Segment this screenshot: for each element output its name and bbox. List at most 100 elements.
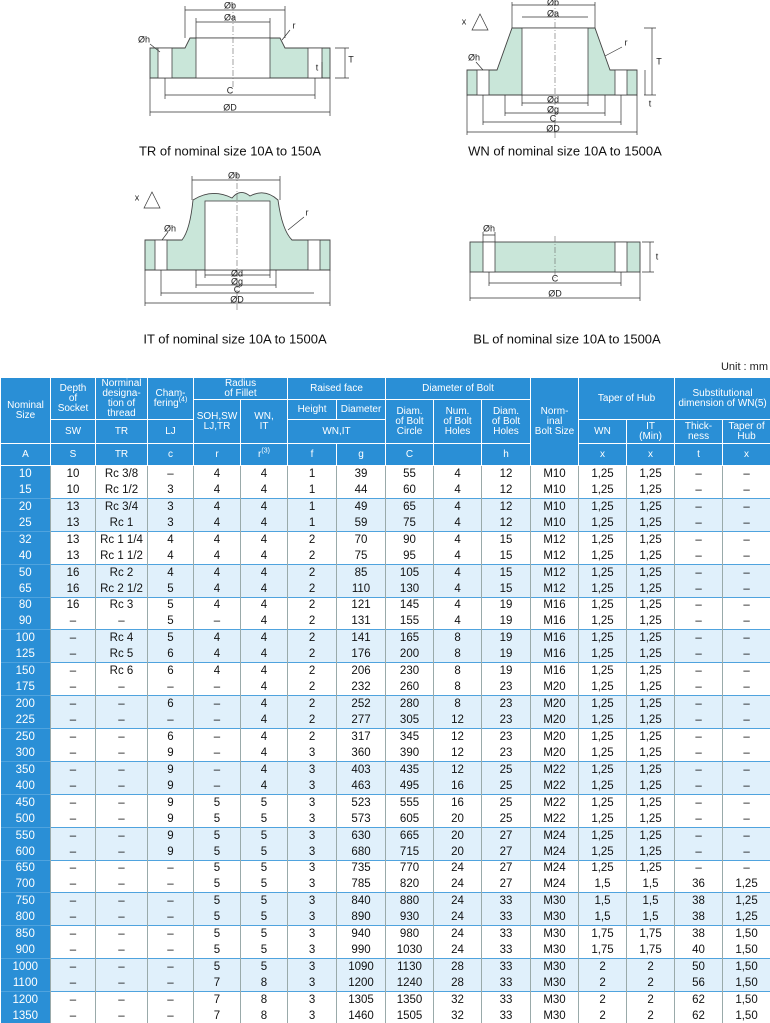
nominal-size: 550: [0, 826, 51, 844]
label: Øb: [547, 0, 559, 7]
cell: M16: [530, 662, 580, 680]
cell: 1,25: [626, 744, 676, 762]
data-row: 1350– – –7 8 3 1460 1505 32 33 M30 2 2 62 1,50: [0, 1007, 770, 1023]
cell: –: [722, 580, 770, 597]
cell: 90: [385, 530, 435, 548]
bolt-hole: [157, 47, 173, 79]
cell: 12: [481, 464, 532, 482]
data-row: 65 16 Rc 2 1/2 5 4 4 2 110 130 4 15 M12 1,25 1,25– –: [0, 580, 770, 597]
cell: –: [674, 859, 724, 877]
cell: M10: [530, 497, 580, 515]
cell: 5: [193, 826, 241, 844]
cell: 5: [193, 925, 241, 943]
cell: 1,25: [626, 646, 676, 663]
cell: 25: [481, 810, 532, 828]
cell: 13: [50, 530, 96, 548]
cell: 33: [481, 958, 532, 976]
label: Øh: [483, 223, 495, 233]
cell: 165: [385, 629, 435, 647]
data-row: 20 13 Rc 3/4 3 4 4 1 49 65 4 12 M10 1,25 1,25– –: [0, 497, 770, 515]
nominal-size: 300: [0, 744, 51, 762]
label: C: [234, 284, 241, 294]
cell: 27: [481, 876, 532, 893]
cell: 33: [481, 925, 532, 943]
cell: 1460: [336, 1007, 387, 1023]
label: ØD: [546, 123, 560, 133]
cell: 4: [239, 712, 289, 729]
header-cell: Cham- fering(4): [147, 377, 194, 420]
data-row: 850– – –5 5 3 940 980 24 33 M30 1,75 1,75 38 1,50: [0, 925, 770, 943]
cell: 12: [433, 727, 483, 745]
cell: 1,25: [578, 859, 628, 877]
cell: 735: [336, 859, 387, 877]
cell: 6: [147, 646, 194, 663]
nominal-size: 350: [0, 760, 51, 778]
cell: 19: [481, 629, 532, 647]
cell: 345: [385, 727, 435, 745]
header-cell: c: [147, 443, 194, 466]
cell: –: [722, 777, 770, 795]
cell: –: [722, 859, 770, 877]
cell: 60: [385, 481, 435, 499]
cell: 523: [336, 793, 387, 811]
cell: 4: [239, 497, 289, 515]
cell: –: [50, 826, 96, 844]
data-row: 200– –6–4 2 252 280 8 23 M20 1,25 1,25– –: [0, 695, 770, 713]
cell: 155: [385, 613, 435, 630]
cell: 1,5: [626, 876, 676, 893]
cell: 33: [481, 892, 532, 910]
cell: 13: [50, 547, 96, 565]
data-row: 300– –9–4 3 360 390 12 23 M20 1,25 1,25– –: [0, 744, 770, 762]
label: t: [649, 98, 652, 108]
cell: –: [95, 859, 148, 877]
cell: 9: [147, 744, 194, 762]
cell: –: [95, 744, 148, 762]
cell: Rc 3/4: [95, 497, 148, 515]
data-row: 80 16 Rc 3 5 4 4 2 121 145 4 19 M16 1,25 1,25– –: [0, 596, 770, 614]
cell: 62: [674, 1007, 724, 1023]
header-cell: Depth of Socket: [50, 377, 96, 420]
cell: M20: [530, 712, 580, 729]
cell: 280: [385, 695, 435, 713]
cell: 1,25: [578, 695, 628, 713]
cell: –: [50, 909, 96, 926]
cell: 33: [481, 942, 532, 959]
cell: 24: [433, 909, 483, 926]
cell: 8: [239, 990, 289, 1008]
cell: 131: [336, 613, 387, 630]
cell: M24: [530, 826, 580, 844]
data-row: 40 13 Rc 1 1/2 4 4 4 2 75 95 4 15 M12 1,25 1,25– –: [0, 547, 770, 565]
nominal-size: 800: [0, 909, 51, 926]
cell: 940: [336, 925, 387, 943]
cell: –: [674, 744, 724, 762]
cell: 4: [239, 481, 289, 499]
cell: 1240: [385, 975, 435, 992]
cell: M20: [530, 744, 580, 762]
nominal-size: 650: [0, 859, 51, 877]
cell: 8: [433, 695, 483, 713]
bolt-hole: [307, 239, 321, 271]
cell: 4: [433, 497, 483, 515]
cell: M12: [530, 580, 580, 597]
cell: 5: [239, 793, 289, 811]
header-cell: Taper of Hub: [722, 419, 770, 444]
nominal-size: 1100: [0, 975, 51, 992]
nominal-size: 175: [0, 679, 51, 696]
cell: 1,25: [626, 727, 676, 745]
cell: 252: [336, 695, 387, 713]
cell: –: [50, 990, 96, 1008]
cell: –: [95, 843, 148, 860]
cell: 463: [336, 777, 387, 795]
cell: Rc 4: [95, 629, 148, 647]
cell: –: [674, 777, 724, 795]
cell: 1,5: [578, 909, 628, 926]
cell: –: [95, 613, 148, 630]
nominal-size: 32: [0, 530, 51, 548]
cell: 4: [433, 580, 483, 597]
cell: –: [674, 547, 724, 565]
cell: 59: [336, 514, 387, 532]
header-cell: Thick- ness: [674, 419, 724, 444]
cell: 230: [385, 662, 435, 680]
cell: –: [722, 563, 770, 581]
cell: 19: [481, 662, 532, 680]
